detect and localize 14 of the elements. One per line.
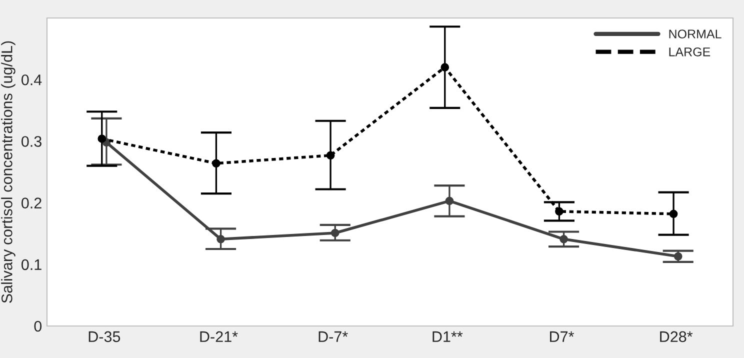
y-tick-label: 0 [34,320,42,332]
x-tick-label: D1** [432,331,463,342]
y-tick-label: 0.2 [22,198,42,208]
x-tick-label: D28* [660,331,693,342]
x-tick-label: D7* [550,331,574,342]
x-tick-label: D-21* [200,331,238,342]
legend-label: LARGE [669,47,710,56]
x-tick-label: D-7* [318,331,348,342]
legend-label: NORMAL [669,30,722,38]
y-tick-label: 0.3 [22,136,42,147]
y-tick-label: 0.1 [22,259,42,270]
y-tick-label: 0.4 [22,74,42,86]
y-axis-title: Salivary cortisol concentrations (ug/dL) [1,41,16,303]
x-tick-label: D-35 [88,331,120,342]
